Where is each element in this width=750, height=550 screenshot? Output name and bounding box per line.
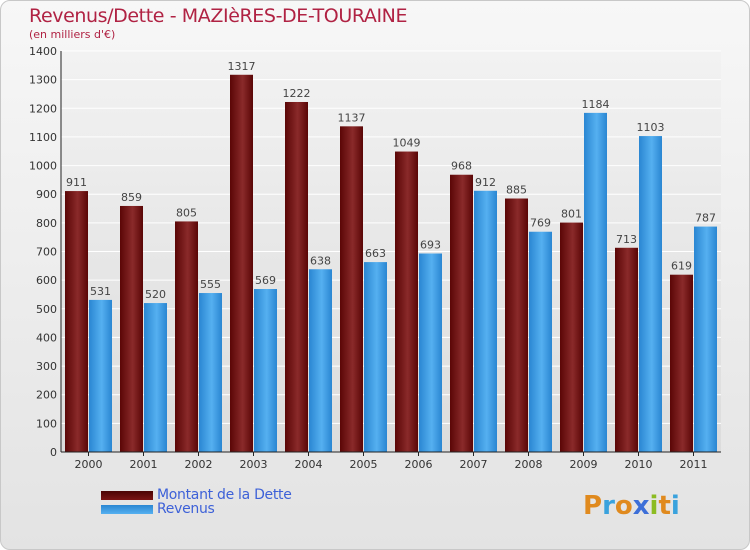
y-tick-label: 100 [36, 417, 57, 430]
x-tick-label: 2006 [405, 458, 433, 471]
bar-dette [230, 74, 253, 453]
bar-dette [560, 222, 583, 452]
legend-swatch-revenus [101, 504, 153, 514]
y-tick-label: 200 [36, 389, 57, 402]
y-tick-label: 800 [36, 217, 57, 230]
bar-dette [285, 101, 308, 452]
y-tick-label: 1000 [29, 160, 57, 173]
bar-dette [670, 274, 693, 452]
data-label-revenus: 520 [145, 288, 166, 301]
x-tick-label: 2010 [625, 458, 653, 471]
bar-dette [615, 247, 638, 452]
bar-dette [175, 221, 198, 452]
data-label-revenus: 912 [475, 176, 496, 189]
y-tick-label: 300 [36, 360, 57, 373]
data-label-dette: 1317 [228, 60, 256, 73]
bar-revenus [144, 303, 167, 452]
data-label-revenus: 769 [530, 217, 551, 230]
bar-revenus [529, 231, 552, 452]
data-label-revenus: 1103 [637, 121, 665, 134]
x-tick-label: 2003 [240, 458, 268, 471]
bar-revenus [639, 136, 662, 453]
y-tick-label: 1300 [29, 74, 57, 87]
data-label-dette: 968 [451, 160, 472, 173]
bar-revenus [89, 299, 112, 452]
data-label-revenus: 1184 [582, 98, 610, 111]
y-tick-label: 1400 [29, 45, 57, 58]
y-tick-label: 600 [36, 274, 57, 287]
chart-title: Revenus/Dette - MAZIèRES-DE-TOURAINE [29, 5, 408, 27]
data-label-revenus: 638 [310, 254, 331, 267]
bar-revenus [584, 112, 607, 453]
data-label-revenus: 693 [420, 239, 441, 252]
bar-dette [505, 198, 528, 452]
data-label-dette: 713 [616, 233, 637, 246]
chart-subtitle: (en milliers d'€) [29, 28, 116, 41]
x-tick-label: 2011 [680, 458, 708, 471]
y-tick-label: 700 [36, 246, 57, 259]
x-tick-label: 2005 [350, 458, 378, 471]
proxiti-logo: Proxiti [583, 491, 680, 521]
bar-dette [120, 205, 143, 452]
bar-revenus [474, 190, 497, 452]
y-tick-label: 1100 [29, 131, 57, 144]
legend-item-revenus: Revenus [101, 501, 215, 517]
bar-dette [65, 191, 88, 452]
x-tick-label: 2001 [130, 458, 158, 471]
data-label-dette: 619 [671, 260, 692, 273]
data-label-dette: 805 [176, 206, 197, 219]
x-tick-label: 2007 [460, 458, 488, 471]
data-label-dette: 1222 [283, 87, 311, 100]
x-tick-label: 2009 [570, 458, 598, 471]
y-tick-label: 400 [36, 331, 57, 344]
data-label-dette: 859 [121, 191, 142, 204]
data-label-dette: 885 [506, 184, 527, 197]
legend-label-dette: Montant de la Dette [157, 487, 292, 503]
data-label-dette: 1137 [338, 111, 366, 124]
bar-revenus [419, 253, 442, 452]
data-label-revenus: 663 [365, 247, 386, 260]
data-label-revenus: 787 [695, 212, 716, 225]
y-tick-label: 900 [36, 188, 57, 201]
x-tick-label: 2000 [75, 458, 103, 471]
y-tick-label: 1200 [29, 102, 57, 115]
x-tick-label: 2004 [295, 458, 323, 471]
bar-revenus [309, 269, 332, 452]
bar-dette [395, 151, 418, 452]
data-label-revenus: 555 [200, 278, 221, 291]
bar-revenus [199, 293, 222, 452]
bar-revenus [254, 289, 277, 452]
y-tick-label: 500 [36, 303, 57, 316]
bar-dette [340, 126, 363, 452]
x-tick-label: 2008 [515, 458, 543, 471]
data-label-dette: 801 [561, 208, 582, 221]
data-label-revenus: 569 [255, 274, 276, 287]
data-label-dette: 1049 [393, 137, 421, 150]
data-label-dette: 911 [66, 176, 87, 189]
legend-label-revenus: Revenus [157, 501, 215, 517]
x-tick-label: 2002 [185, 458, 213, 471]
y-tick-label: 0 [50, 446, 57, 459]
bar-revenus [694, 226, 717, 452]
legend-item-dette: Montant de la Dette [101, 487, 292, 503]
data-label-revenus: 531 [90, 285, 111, 298]
bar-dette [450, 174, 473, 453]
legend-swatch-dette [101, 490, 153, 500]
bar-revenus [364, 262, 387, 452]
